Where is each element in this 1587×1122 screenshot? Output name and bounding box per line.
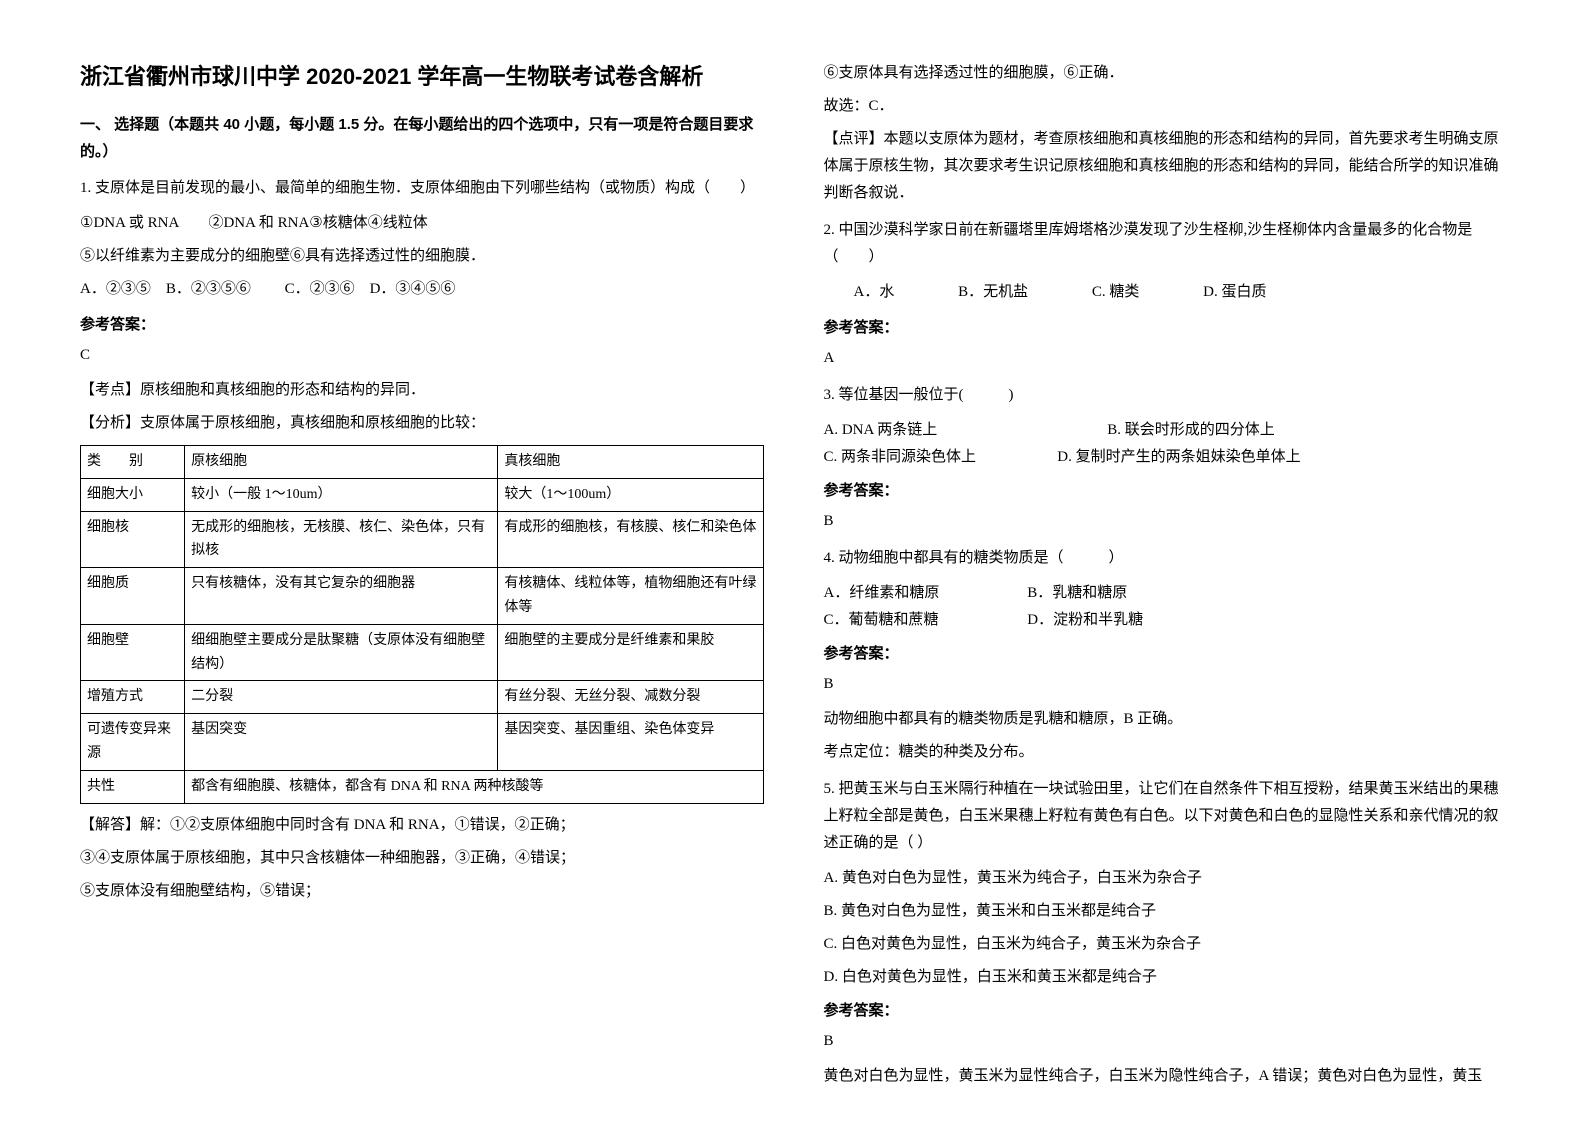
q1-jieda-1: 【解答】解：①②支原体细胞中同时含有 DNA 和 RNA，①错误，②正确； — [80, 812, 764, 839]
table-cell: 基因突变 — [185, 714, 498, 771]
table-row: 细胞大小 较小（一般 1～10um） 较大（1～100um） — [81, 478, 764, 511]
table-row: 细胞质 只有核糖体，没有其它复杂的细胞器 有核糖体、线粒体等，植物细胞还有叶绿体… — [81, 568, 764, 625]
table-cell: 只有核糖体，没有其它复杂的细胞器 — [185, 568, 498, 625]
answer-label: 参考答案： — [824, 314, 1508, 341]
table-cell: 原核细胞 — [185, 446, 498, 479]
table-cell: 细细胞壁主要成分是肽聚糖（支原体没有细胞壁结构） — [185, 624, 498, 681]
q1-stem: 1. 支原体是目前发现的最小、最简单的细胞生物．支原体细胞由下列哪些结构（或物质… — [80, 175, 764, 202]
q1-kaodian: 【考点】原核细胞和真核细胞的形态和结构的异同． — [80, 377, 764, 404]
q4-answer: B — [824, 671, 1508, 698]
doc-title: 浙江省衢州市球川中学 2020-2021 学年高一生物联考试卷含解析 — [80, 60, 764, 93]
table-row: 细胞壁 细细胞壁主要成分是肽聚糖（支原体没有细胞壁结构） 细胞壁的主要成分是纤维… — [81, 624, 764, 681]
q4-explain-2: 考点定位：糖类的种类及分布。 — [824, 739, 1508, 766]
q4-opt-a: A．纤维素和糖原 — [824, 580, 994, 607]
q4-opt-d: D．淀粉和半乳糖 — [1027, 607, 1143, 634]
q1-jieda-3: ⑤支原体没有细胞壁结构，⑤错误； — [80, 878, 764, 905]
q3-opt-a: A. DNA 两条链上 — [824, 417, 1104, 444]
q1-opts-line2: ⑤以纤维素为主要成分的细胞壁⑥具有选择透过性的细胞膜． — [80, 243, 764, 270]
table-row: 类 别 原核细胞 真核细胞 — [81, 446, 764, 479]
q5-opt-c: C. 白色对黄色为显性，白玉米为纯合子，黄玉米为杂合子 — [824, 931, 1508, 958]
q2-opt-b: B．无机盐 — [958, 279, 1028, 306]
q2-opt-d: D. 蛋白质 — [1203, 279, 1266, 306]
q3-opt-b: B. 联会时形成的四分体上 — [1107, 422, 1275, 438]
q5-explain: 黄色对白色为显性，黄玉米为显性纯合子，白玉米为隐性纯合子，A 错误；黄色对白色为… — [824, 1063, 1508, 1090]
q1-answer: C — [80, 342, 764, 369]
q5-opt-b: B. 黄色对白色为显性，黄玉米和白玉米都是纯合子 — [824, 898, 1508, 925]
q2-opt-c: C. 糖类 — [1092, 279, 1140, 306]
table-cell: 较小（一般 1～10um） — [185, 478, 498, 511]
table-cell: 可遗传变异来源 — [81, 714, 185, 771]
q2-opt-a: A．水 — [854, 279, 895, 306]
q4-stem: 4. 动物细胞中都具有的糖类物质是（ ） — [824, 545, 1508, 572]
q3-opt-c: C. 两条非同源染色体上 — [824, 444, 1054, 471]
table-cell: 基因突变、基因重组、染色体变异 — [498, 714, 763, 771]
table-cell: 细胞质 — [81, 568, 185, 625]
table-cell: 都含有细胞膜、核糖体，都含有 DNA 和 RNA 两种核酸等 — [185, 770, 763, 803]
right-column: ⑥支原体具有选择透过性的细胞膜，⑥正确． 故选：C． 【点评】本题以支原体为题材… — [824, 60, 1508, 1062]
table-cell: 真核细胞 — [498, 446, 763, 479]
table-cell: 较大（1～100um） — [498, 478, 763, 511]
q5-stem: 5. 把黄玉米与白玉米隔行种植在一块试验田里，让它们在自然条件下相互授粉，结果黄… — [824, 776, 1508, 857]
q4-opt-b: B．乳糖和糖原 — [1027, 580, 1127, 607]
q1-opts-line1: ①DNA 或 RNA ②DNA 和 RNA③核糖体④线粒体 — [80, 210, 764, 237]
q5-opt-a: A. 黄色对白色为显性，黄玉米为纯合子，白玉米为杂合子 — [824, 865, 1508, 892]
q4-explain-1: 动物细胞中都具有的糖类物质是乳糖和糖原，B 正确。 — [824, 706, 1508, 733]
table-cell: 有核糖体、线粒体等，植物细胞还有叶绿体等 — [498, 568, 763, 625]
table-cell: 二分裂 — [185, 681, 498, 714]
q3-opt-d: D. 复制时产生的两条姐妹染色单体上 — [1057, 449, 1300, 465]
q3-stem: 3. 等位基因一般位于( ) — [824, 382, 1508, 409]
answer-label: 参考答案： — [824, 997, 1508, 1024]
q2-answer: A — [824, 345, 1508, 372]
q1-choices: A．②③⑤ B．②③⑤⑥ C．②③⑥ D．③④⑤⑥ — [80, 276, 764, 303]
table-cell: 有丝分裂、无丝分裂、减数分裂 — [498, 681, 763, 714]
table-row: 共性 都含有细胞膜、核糖体，都含有 DNA 和 RNA 两种核酸等 — [81, 770, 764, 803]
q3-answer: B — [824, 508, 1508, 535]
section-1-heading: 一、 选择题（本题共 40 小题，每小题 1.5 分。在每小题给出的四个选项中，… — [80, 111, 764, 165]
q4-opt-c: C．葡萄糖和蔗糖 — [824, 607, 994, 634]
table-cell: 细胞核 — [81, 511, 185, 568]
table-row: 可遗传变异来源 基因突变 基因突变、基因重组、染色体变异 — [81, 714, 764, 771]
table-row: 细胞核 无成形的细胞核，无核膜、核仁、染色体，只有拟核 有成形的细胞核，有核膜、… — [81, 511, 764, 568]
q1-fenxi: 【分析】支原体属于原核细胞，真核细胞和原核细胞的比较： — [80, 410, 764, 437]
q2-stem: 2. 中国沙漠科学家日前在新疆塔里库姆塔格沙漠发现了沙生柽柳,沙生柽柳体内含量最… — [824, 217, 1508, 271]
answer-label: 参考答案： — [824, 477, 1508, 504]
table-cell: 类 别 — [81, 446, 185, 479]
q5-opt-d: D. 白色对黄色为显性，白玉米和黄玉米都是纯合子 — [824, 964, 1508, 991]
table-row: 增殖方式 二分裂 有丝分裂、无丝分裂、减数分裂 — [81, 681, 764, 714]
answer-label: 参考答案： — [80, 311, 764, 338]
table-cell: 共性 — [81, 770, 185, 803]
q2-options: A．水 B．无机盐 C. 糖类 D. 蛋白质 — [824, 279, 1508, 306]
answer-label: 参考答案： — [824, 640, 1508, 667]
table-cell: 细胞壁的主要成分是纤维素和果胶 — [498, 624, 763, 681]
table-cell: 细胞大小 — [81, 478, 185, 511]
left-column: 浙江省衢州市球川中学 2020-2021 学年高一生物联考试卷含解析 一、 选择… — [80, 60, 764, 1062]
q1-jieda-4: ⑥支原体具有选择透过性的细胞膜，⑥正确． — [824, 60, 1508, 87]
q1-jieda-5: 故选：C． — [824, 93, 1508, 120]
q1-jieda-2: ③④支原体属于原核细胞，其中只含核糖体一种细胞器，③正确，④错误； — [80, 845, 764, 872]
q3-options-row2: C. 两条非同源染色体上 D. 复制时产生的两条姐妹染色单体上 — [824, 444, 1508, 471]
table-cell: 无成形的细胞核，无核膜、核仁、染色体，只有拟核 — [185, 511, 498, 568]
table-cell: 有成形的细胞核，有核膜、核仁和染色体 — [498, 511, 763, 568]
comparison-table: 类 别 原核细胞 真核细胞 细胞大小 较小（一般 1～10um） 较大（1～10… — [80, 445, 764, 804]
q5-answer: B — [824, 1028, 1508, 1055]
q1-dianping: 【点评】本题以支原体为题材，考查原核细胞和真核细胞的形态和结构的异同，首先要求考… — [824, 126, 1508, 207]
table-cell: 增殖方式 — [81, 681, 185, 714]
table-cell: 细胞壁 — [81, 624, 185, 681]
q3-options-row1: A. DNA 两条链上 B. 联会时形成的四分体上 — [824, 417, 1508, 444]
q4-options-row2: C．葡萄糖和蔗糖 D．淀粉和半乳糖 — [824, 607, 1508, 634]
q4-options-row1: A．纤维素和糖原 B．乳糖和糖原 — [824, 580, 1508, 607]
